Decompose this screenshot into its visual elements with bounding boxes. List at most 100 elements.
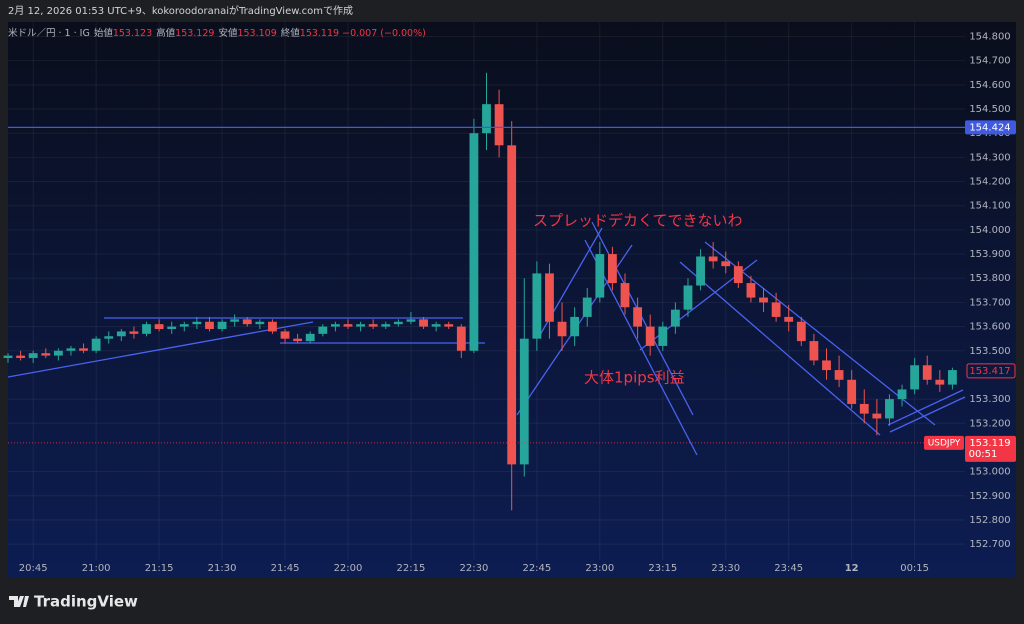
brand: TradingView: [34, 593, 138, 611]
x-tick-label: 21:45: [271, 563, 300, 574]
candle-body: [66, 348, 76, 351]
y-tick-label: 153.000: [969, 467, 1010, 478]
x-tick-label: 22:15: [397, 563, 426, 574]
price-tag: [965, 120, 1016, 135]
legend-value: 153.119: [299, 28, 340, 39]
annotation: スプレッドデカくてできないわ: [533, 212, 743, 230]
candle-body: [733, 266, 743, 284]
candle-body: [507, 145, 517, 465]
legend-header: 米ドル／円 · 1 · IG 始値153.123 高値153.129 安値153.10…: [8, 25, 426, 39]
last-price-text: 153.417: [969, 366, 1010, 377]
candle-body: [381, 324, 391, 327]
candle-body: [205, 321, 214, 330]
candle-body: [608, 254, 617, 284]
candle-body: [633, 307, 643, 327]
candle-body: [318, 326, 328, 334]
candle-body: [293, 338, 303, 342]
candle-body: [859, 403, 869, 414]
candle-body: [784, 316, 794, 322]
candle-body: [305, 333, 315, 342]
candle-body: [683, 285, 693, 310]
candle-body: [116, 331, 126, 337]
last-price-tag: [966, 363, 1016, 379]
candle-body: [595, 254, 605, 298]
candle-body: [897, 389, 907, 400]
x-tick-label: 20:45: [19, 563, 48, 574]
candle-body: [330, 324, 340, 327]
candle-body: [519, 338, 529, 465]
candle-body: [771, 302, 781, 317]
legend-label: 安値: [218, 28, 238, 39]
y-tick-label: 154.600: [969, 80, 1010, 91]
candle-body: [708, 256, 718, 262]
candle-body: [242, 319, 252, 325]
candle-body: [545, 273, 554, 322]
symbol: 米ドル／円 · 1 · IG: [8, 28, 90, 39]
x-tick-label: 23:15: [648, 563, 677, 574]
candle-body: [721, 261, 731, 267]
candle-body: [834, 370, 844, 380]
candle-body: [885, 399, 894, 419]
x-tick-label: 23:30: [711, 563, 740, 574]
credit: 2月 12, 2026 01:53 UTC+9、kokoroodoranaiがT…: [8, 4, 353, 17]
y-tick-label: 152.900: [969, 491, 1010, 502]
legend-label: 高値: [156, 28, 176, 39]
x-tick-label: 21:00: [82, 563, 111, 574]
x-tick-label: 21:15: [145, 563, 174, 574]
x-tick-label: 22:45: [522, 563, 551, 574]
x-tick-label: 23:00: [585, 563, 614, 574]
y-tick-label: 154.500: [969, 104, 1010, 115]
y-tick-label: 153.800: [969, 273, 1010, 284]
candle-body: [230, 319, 240, 322]
candle-body: [469, 133, 479, 351]
candle-body: [935, 379, 945, 385]
candle-body: [910, 365, 920, 390]
annotation: 大体1pips利益: [584, 369, 685, 387]
candle-body: [104, 336, 114, 339]
candle-body: [847, 379, 857, 404]
candle-body: [532, 273, 542, 339]
logo: [9, 596, 29, 607]
y-tick-label: 154.800: [969, 32, 1010, 43]
candle-body: [582, 297, 592, 317]
price-tag: [965, 435, 1016, 462]
legend-value: 153.109: [237, 28, 277, 39]
candle-body: [456, 326, 466, 351]
change: −0.007 (−0.00%): [342, 28, 426, 39]
legend-label: 始値: [93, 28, 113, 39]
candle-body: [922, 365, 932, 380]
candle-body: [431, 324, 441, 327]
y-tick-label: 153.700: [969, 297, 1010, 308]
candle-body: [746, 283, 756, 298]
candle-body: [154, 324, 164, 330]
candle-body: [179, 324, 189, 327]
candle-body: [343, 324, 353, 327]
y-tick-label: 153.600: [969, 322, 1010, 333]
candle-body: [53, 350, 63, 356]
candle-body: [217, 321, 227, 330]
y-tick-label: 153.300: [969, 394, 1010, 405]
candle-body: [482, 104, 491, 134]
candle-body: [948, 370, 957, 385]
y-tick-label: 153.200: [969, 418, 1010, 429]
candle-body: [3, 355, 13, 359]
candle-body: [620, 283, 630, 308]
x-tick-label: 23:45: [774, 563, 803, 574]
y-tick-label: 152.800: [969, 515, 1010, 526]
x-tick-label: 22:30: [459, 563, 488, 574]
candle-body: [268, 321, 277, 332]
candle-body: [796, 321, 806, 342]
countdown: 00:51: [969, 449, 998, 460]
candle-body: [872, 413, 882, 419]
y-tick-label: 154.000: [969, 225, 1010, 236]
y-tick-label: 154.200: [969, 177, 1010, 188]
footer-band: [0, 578, 1024, 624]
candle-body: [129, 331, 139, 334]
candle-body: [393, 321, 403, 325]
symbol-tag: [924, 435, 964, 450]
candle-body: [759, 297, 768, 303]
candle-body: [419, 319, 428, 327]
